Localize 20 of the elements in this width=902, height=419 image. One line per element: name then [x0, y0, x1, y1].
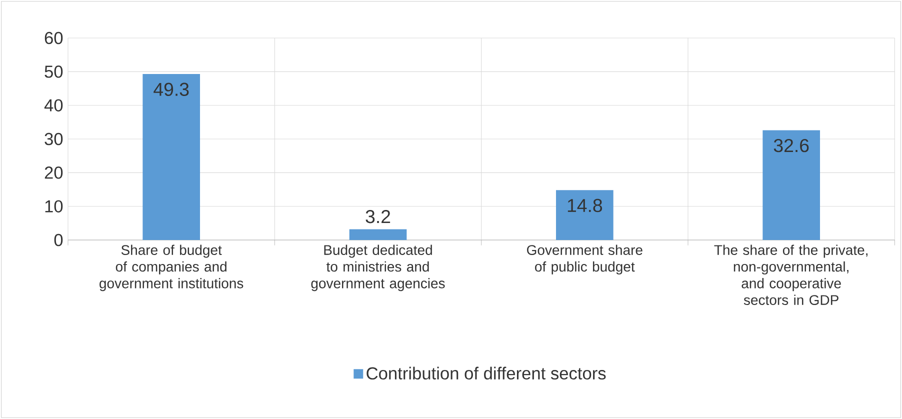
data-label: 32.6 — [774, 138, 809, 152]
y-tick-label: 60 — [44, 32, 63, 44]
y-tick-label: 30 — [44, 132, 63, 146]
data-label: 14.8 — [568, 198, 602, 212]
y-tick-label: 0 — [54, 234, 63, 246]
x-tick-label: Government share of public budget — [527, 244, 642, 274]
y-tick-label: 20 — [44, 166, 63, 179]
x-tick-label: Budget dedicated to ministries and government agencies — [311, 244, 445, 292]
x-tick-label: Share of budget of companies and government institutions — [100, 244, 244, 292]
data-label: 49.3 — [154, 82, 189, 96]
y-tick-label: 40 — [44, 99, 63, 112]
bar — [762, 130, 820, 240]
y-tick-label: 50 — [44, 66, 63, 78]
data-label: 3.2 — [366, 210, 390, 224]
bar — [556, 190, 614, 240]
legend-label: Contribution of different sectors — [366, 366, 606, 380]
x-tick-label: The share of the private, non-governmental, and cooperative sectors in GDP — [714, 244, 868, 306]
bar — [142, 74, 200, 240]
y-tick-label: 10 — [45, 200, 63, 212]
bar — [349, 229, 407, 240]
